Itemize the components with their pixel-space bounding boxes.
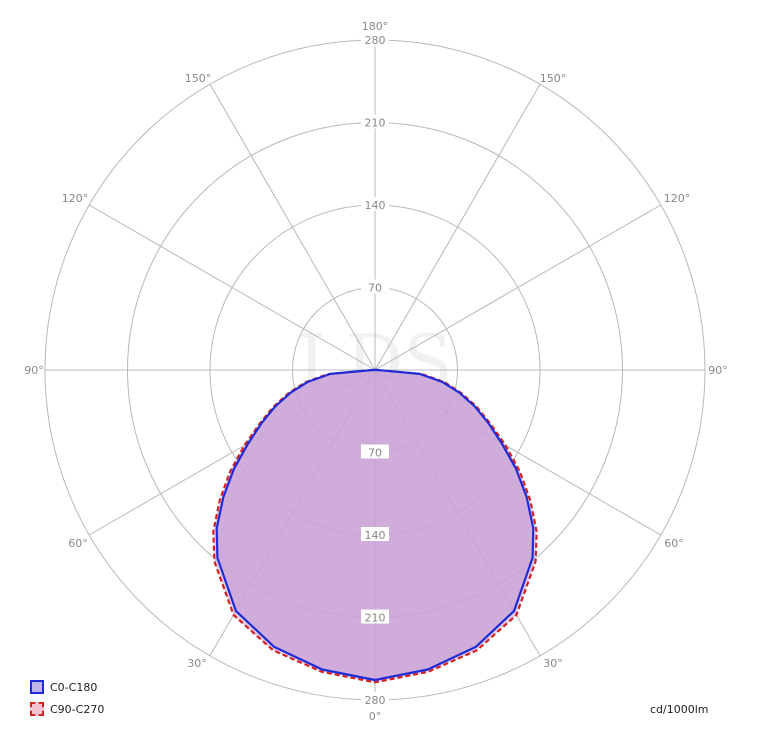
radial-tick-top-140-bg <box>361 197 389 211</box>
radial-tick-top-70: 70 <box>368 282 382 295</box>
distribution-curves <box>212 368 538 684</box>
angle-label-90-right: 90° <box>708 364 728 377</box>
angle-label-150-left: 150° <box>185 72 212 85</box>
angle-label-0: 0° <box>369 710 382 723</box>
legend-swatch-c0-c180 <box>30 680 44 694</box>
radial-tick-bottom-210-bg <box>361 609 389 624</box>
angle-label-60-right: 60° <box>664 537 684 550</box>
legend-swatch-c90-c270 <box>30 702 44 716</box>
radial-tick-bottom-140-bg <box>361 527 389 541</box>
legend: C0-C180 C90-C270 <box>30 676 104 720</box>
angle-label-30-right: 30° <box>543 657 563 670</box>
radial-tick-bottom-70: 70 <box>368 447 382 460</box>
legend-item-c90-c270: C90-C270 <box>30 698 104 720</box>
radial-tick-top-70-bg <box>361 279 389 294</box>
angle-label-30-left: 30° <box>187 657 207 670</box>
radial-tick-bottom-280: 280 <box>365 694 386 707</box>
series-curve-c0-c180 <box>215 368 535 682</box>
legend-item-c0-c180: C0-C180 <box>30 676 104 698</box>
radial-tick-bottom-280-bg <box>361 692 389 706</box>
radial-tick-bottom-70-bg <box>361 444 389 459</box>
radial-tick-top-280-bg <box>361 32 389 46</box>
radial-tick-top-140: 140 <box>365 199 386 212</box>
legend-label-c90-c270: C90-C270 <box>50 702 105 716</box>
angle-label-60-left: 60° <box>68 537 88 550</box>
angle-label-180: 180° <box>362 20 389 33</box>
angle-label-120-left: 120° <box>62 192 89 205</box>
angle-label-90-left: 90° <box>24 364 44 377</box>
radial-tick-bottom-210: 210 <box>365 612 386 625</box>
radial-tick-top-210-bg <box>361 114 389 129</box>
unit-label: cd/1000lm <box>650 703 709 716</box>
radial-tick-top-280: 280 <box>365 34 386 47</box>
radial-tick-top-210: 210 <box>365 117 386 130</box>
angle-label-120-right: 120° <box>664 192 691 205</box>
angle-label-150-right: 150° <box>540 72 567 85</box>
legend-label-c0-c180: C0-C180 <box>50 680 98 694</box>
radial-tick-bottom-140: 140 <box>365 529 386 542</box>
